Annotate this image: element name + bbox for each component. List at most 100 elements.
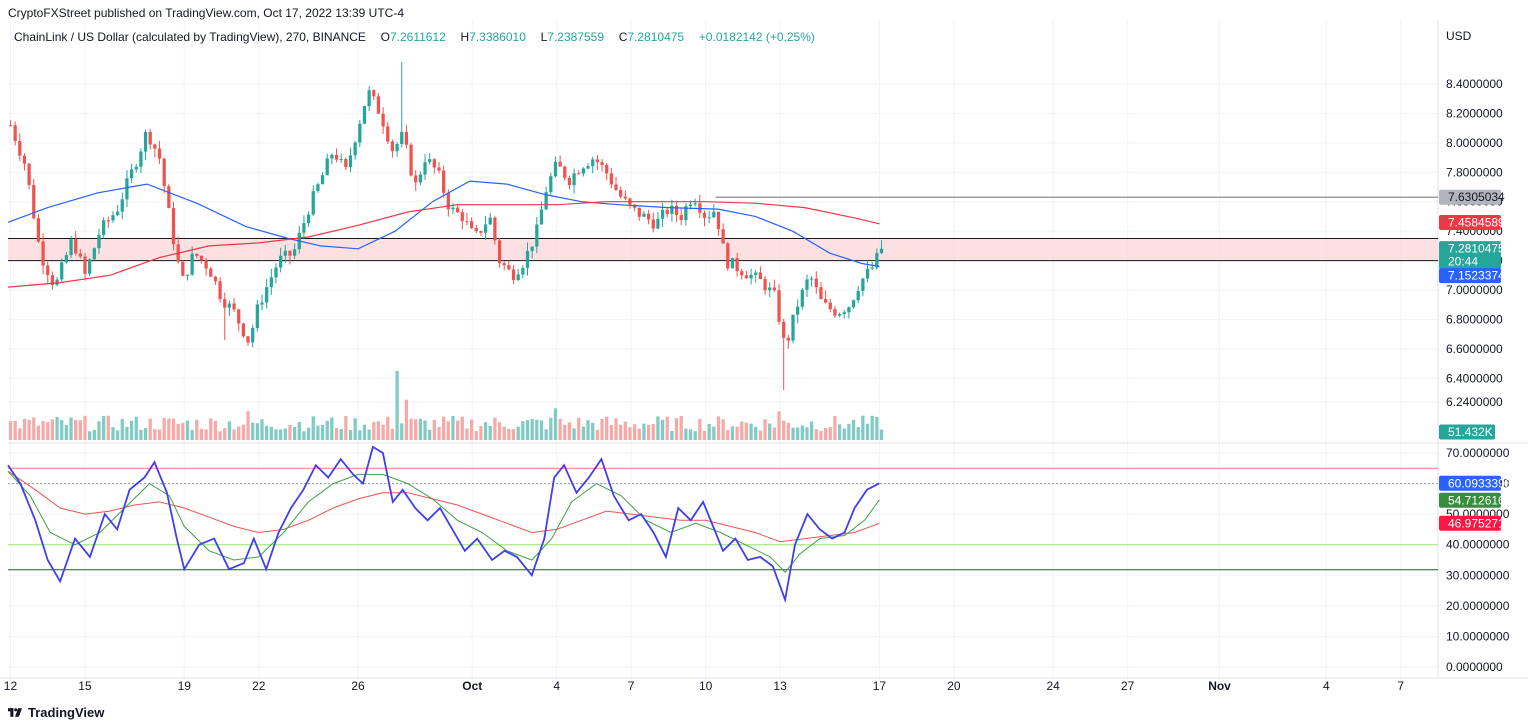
time-tick-10: 17 — [873, 679, 887, 693]
volume-bar-20 — [102, 415, 106, 440]
volume-bar-35 — [171, 418, 176, 440]
volume-bar-26 — [129, 420, 134, 440]
candle-body-130 — [614, 184, 618, 191]
candle-body-23 — [115, 211, 120, 216]
candle-body-29 — [143, 131, 148, 152]
candle-body-43 — [209, 268, 213, 277]
volume-bar-6 — [36, 425, 41, 440]
candle-body-7 — [41, 241, 45, 266]
candle-body-109 — [516, 274, 520, 281]
volume-bar-38 — [185, 420, 190, 440]
rsi-series-rsi — [7, 445, 880, 604]
volume-bar-123 — [581, 426, 586, 440]
volume-bar-171 — [805, 427, 809, 440]
candle-body-81 — [386, 126, 390, 142]
volume-bar-159 — [749, 423, 753, 440]
candle-body-90 — [428, 159, 432, 163]
candle-body-135 — [637, 207, 641, 217]
candle-body-83 — [395, 143, 399, 152]
candle-body-76 — [362, 106, 367, 124]
open-label: O — [380, 30, 390, 44]
candle-body-176 — [828, 302, 832, 310]
volume-bar-175 — [823, 427, 828, 440]
volume-bar-28 — [139, 429, 143, 440]
candle-body-93 — [442, 170, 446, 193]
volume-bar-132 — [623, 421, 627, 440]
candle-body-66 — [316, 184, 320, 192]
volume-bar-102 — [483, 422, 488, 440]
volume-bar-86 — [409, 418, 413, 440]
candle-body-5 — [32, 184, 36, 219]
candle-body-10 — [55, 279, 59, 285]
volume-bar-11 — [60, 419, 64, 440]
price-tag-bg-2 — [1439, 241, 1501, 257]
candle-body-71 — [339, 158, 343, 160]
candle-body-107 — [507, 265, 511, 270]
volume-bar-163 — [768, 423, 772, 440]
volume-bar-143 — [674, 418, 679, 440]
volume-bar-16 — [83, 415, 87, 440]
price-tick-2: 8.0000000 — [1446, 136, 1503, 150]
price-tick-8: 6.8000000 — [1446, 312, 1503, 326]
symbol-name: ChainLink / US Dollar (calculated by Tra… — [14, 30, 366, 44]
candle-body-77 — [367, 90, 371, 107]
candle-body-0 — [8, 125, 13, 127]
rsi-tag-0: 60.0933393 — [1448, 476, 1512, 490]
candle-body-30 — [148, 131, 152, 145]
candle-body-51 — [246, 336, 250, 343]
time-tick-5: Oct — [462, 679, 482, 693]
candle-body-12 — [64, 255, 69, 263]
time-tick-12: 24 — [1047, 679, 1061, 693]
candle-body-84 — [400, 131, 404, 144]
candle-body-123 — [581, 168, 586, 174]
volume-bar-52 — [251, 422, 255, 440]
volume-bar-22 — [111, 427, 115, 440]
candle-body-168 — [791, 314, 795, 341]
price-tag-1: 7.4584589 — [1448, 216, 1505, 230]
candle-body-186 — [875, 253, 879, 268]
candle-body-53 — [255, 304, 259, 328]
candle-body-50 — [241, 323, 246, 337]
candle-body-82 — [390, 141, 395, 152]
price-tag-bg-3 — [1439, 254, 1501, 270]
candle-body-6 — [36, 218, 41, 242]
volume-bar-75 — [358, 430, 362, 440]
candle-body-136 — [642, 213, 646, 217]
candle-body-129 — [609, 173, 613, 185]
candle-body-54 — [260, 302, 264, 305]
rsi-series-rsi-ma-red — [7, 470, 880, 543]
volume-bar-181 — [851, 419, 856, 440]
volume-bar-9 — [50, 419, 55, 440]
volume-tag: 51.432K — [1448, 425, 1493, 439]
volume-bar-40 — [195, 419, 199, 440]
volume-bar-76 — [362, 424, 367, 440]
volume-bar-67 — [320, 424, 325, 440]
rsi-tick-7: 0.0000000 — [1446, 660, 1503, 674]
rsi-tag-bg-1 — [1439, 492, 1501, 508]
candle-body-177 — [833, 309, 837, 316]
volume-bar-42 — [204, 429, 208, 440]
volume-bar-170 — [800, 425, 804, 440]
close-value: 7.2810475 — [627, 30, 685, 44]
candle-body-9 — [50, 275, 55, 285]
time-tick-16: 7 — [1397, 679, 1404, 693]
candle-body-144 — [679, 215, 683, 221]
candle-body-117 — [553, 161, 558, 177]
candle-body-8 — [46, 265, 50, 276]
time-tick-11: 20 — [947, 679, 961, 693]
candle-body-143 — [674, 205, 679, 216]
candle-body-28 — [139, 151, 143, 167]
footer-branding[interactable]: TradingView — [8, 705, 104, 720]
volume-bar-121 — [572, 428, 576, 440]
volume-bar-105 — [497, 422, 502, 440]
volume-bar-182 — [856, 427, 860, 440]
candle-body-114 — [539, 209, 544, 225]
candle-body-138 — [651, 219, 655, 229]
candle-body-27 — [134, 166, 138, 170]
volume-bar-47 — [227, 421, 232, 440]
candle-body-125 — [591, 159, 595, 167]
time-tick-7: 7 — [628, 679, 635, 693]
volume-bar-129 — [609, 424, 613, 440]
candle-body-110 — [521, 267, 525, 275]
